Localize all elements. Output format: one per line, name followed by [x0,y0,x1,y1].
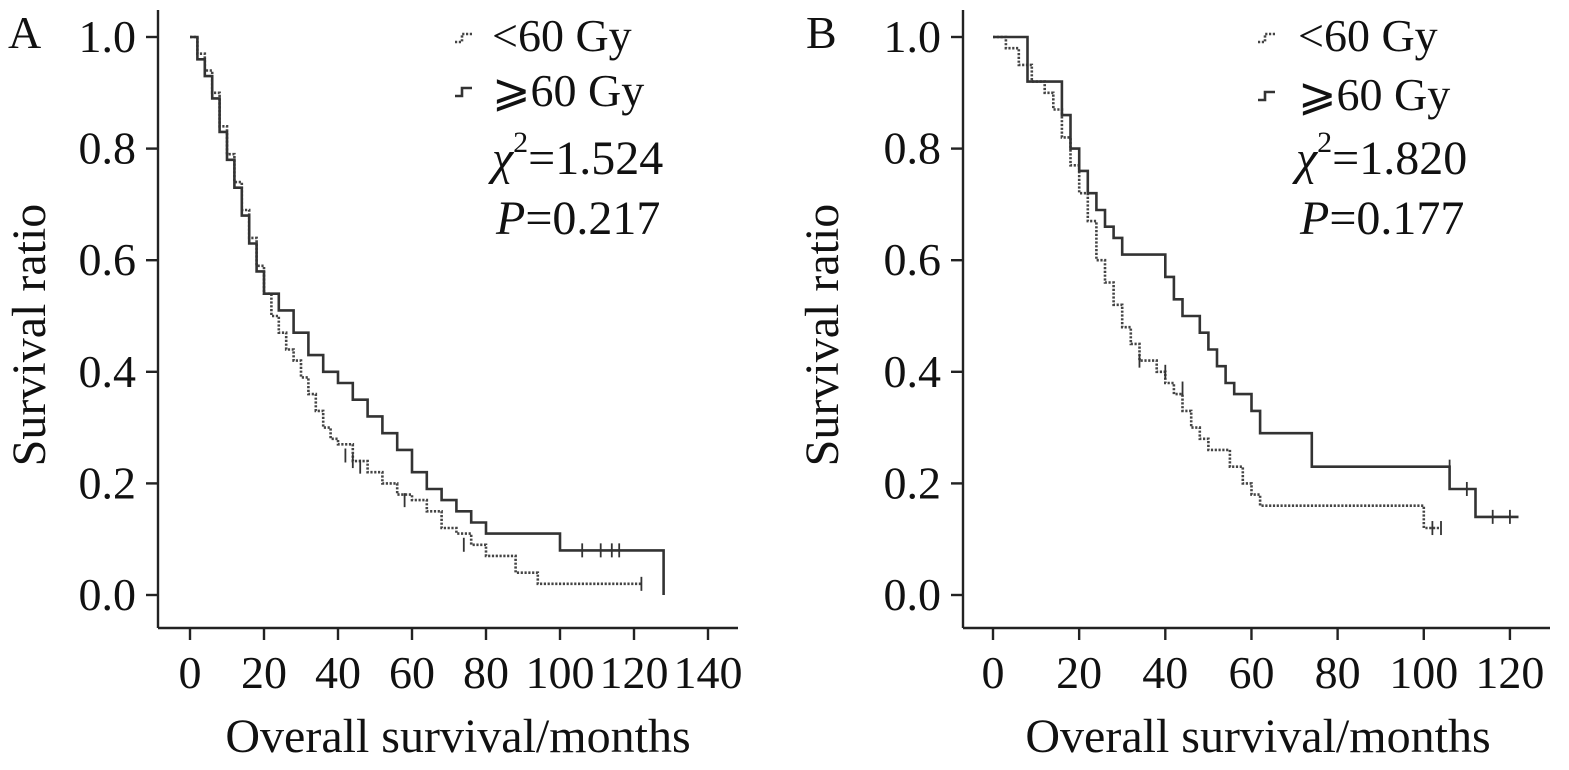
panel-b-legend-label-below60: <60 Gy [1298,10,1438,61]
panel-a-chi-square: χ2=1.524 [488,126,663,185]
panel-b-x-tick-label: 20 [1056,647,1102,698]
panel-b-series-60-gy [993,35,1519,519]
panel-b-chi-sup: 2 [1317,126,1332,159]
panel-a-p-symbol: P [495,192,525,245]
panel-a-y-tick-label: 0.0 [79,569,137,620]
panel-b-x-tick-label: 100 [1389,647,1458,698]
panel-a-chi-sup: 2 [513,126,528,159]
panel-b-x-tick-label: 80 [1315,647,1361,698]
panel-a-y-tick-label: 0.4 [79,346,137,397]
panel-b-y-tick-label: 0.6 [884,234,942,285]
panel-a-x-axis-title: Overall survival/months [225,710,690,763]
panel-b-y-tick-label: 0.0 [884,569,942,620]
panel-a-y-axis-title: Survival ratio [3,204,56,467]
panel-b-p-value: P=0.177 [1299,192,1464,245]
panel-b: B Survival ratio Overall survival/months… [796,7,1550,763]
panel-a-p-value: P=0.217 [495,192,660,245]
panel-b-chi-value: =1.820 [1332,132,1467,185]
panel-b-x-axis-title: Overall survival/months [1025,710,1490,763]
panel-b-x-tick-label: 120 [1475,647,1544,698]
panel-b-chi-square: χ2=1.820 [1292,126,1467,185]
panel-b-y-tick-label: 0.4 [884,346,942,397]
panel-a-label: A [8,7,41,58]
panel-a: A Survival ratio Overall survival/months… [3,7,743,763]
panel-b-y-tick-label: 0.8 [884,123,942,174]
panel-b-legend-swatch-below60 [1258,32,1275,44]
panel-a-chi-symbol: χ [488,132,515,185]
panel-b-series-60-gy [993,35,1441,530]
panel-b-label: B [806,7,837,58]
panel-a-y-tick-label: 0.6 [79,234,137,285]
panel-a-x-tick-label: 140 [674,647,743,698]
panel-b-p-number: =0.177 [1329,192,1464,245]
panel-b-y-axis-title: Survival ratio [796,204,849,467]
panel-a-legend-label-60plus: ⩾60 Gy [492,65,644,116]
panel-b-x-tick-label: 40 [1142,647,1188,698]
panel-b-legend-swatch-60plus [1258,90,1275,102]
panel-a-y-tick-label: 0.2 [79,457,137,508]
panel-a-p-number: =0.217 [525,192,660,245]
panel-b-y-tick-label: 0.2 [884,457,942,508]
panel-a-x-tick-label: 20 [241,647,287,698]
panel-a-y-tick-label: 0.8 [79,123,137,174]
panel-a-x-tick-label: 120 [600,647,669,698]
panel-b-legend: <60 Gy ⩾60 Gy [1258,10,1450,120]
panel-b-legend-label-60plus: ⩾60 Gy [1298,69,1450,120]
panel-b-p-symbol: P [1299,192,1329,245]
panel-b-chi-symbol: χ [1292,132,1319,185]
panel-b-x-tick-label: 60 [1228,647,1274,698]
panel-a-x-tick-label: 40 [315,647,361,698]
panel-a-series-60-gy [190,35,665,595]
panel-a-x-tick-label: 60 [389,647,435,698]
panel-a-legend-label-below60: <60 Gy [492,10,632,61]
panel-a-chi-value: =1.524 [528,132,663,185]
panel-a-y-tick-label: 1.0 [79,11,137,62]
panel-a-legend: <60 Gy ⩾60 Gy [455,10,644,116]
panel-b-x-tick-label: 0 [982,647,1005,698]
panel-a-x-tick-label: 0 [179,647,202,698]
panel-a-series-60-gy [190,35,642,586]
panel-a-legend-swatch-60plus [455,86,472,98]
panel-a-x-tick-label: 100 [526,647,595,698]
panel-a-x-tick-label: 80 [463,647,509,698]
panel-b-y-tick-label: 1.0 [884,11,942,62]
panel-a-legend-swatch-below60 [455,32,472,44]
